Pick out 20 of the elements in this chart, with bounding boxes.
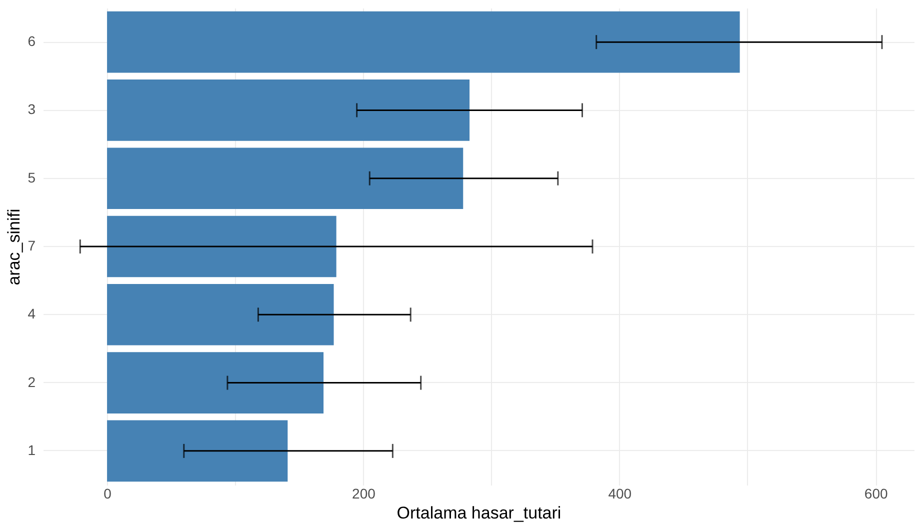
bar xyxy=(107,11,740,73)
y-axis-title: arac_sinifi xyxy=(4,208,24,286)
x-tick-label: 200 xyxy=(352,486,376,502)
x-axis-title: Ortalama hasar_tutari xyxy=(396,504,562,522)
x-tick-label: 0 xyxy=(104,486,112,502)
y-tick-label: 5 xyxy=(28,169,36,186)
y-tick-label: 3 xyxy=(28,101,36,118)
y-tick-label: 4 xyxy=(28,306,36,322)
y-tick-label: 6 xyxy=(28,33,36,50)
x-tick-label: 400 xyxy=(608,486,632,502)
bar xyxy=(107,284,334,346)
bar xyxy=(107,148,464,210)
x-tick-label: 600 xyxy=(864,486,888,502)
bar xyxy=(107,352,324,414)
bar xyxy=(107,80,470,141)
bar xyxy=(107,216,336,278)
y-tick-label: 2 xyxy=(28,374,36,390)
y-tick-label: 1 xyxy=(28,442,36,458)
bar xyxy=(107,420,288,482)
y-tick-label: 7 xyxy=(28,238,36,254)
